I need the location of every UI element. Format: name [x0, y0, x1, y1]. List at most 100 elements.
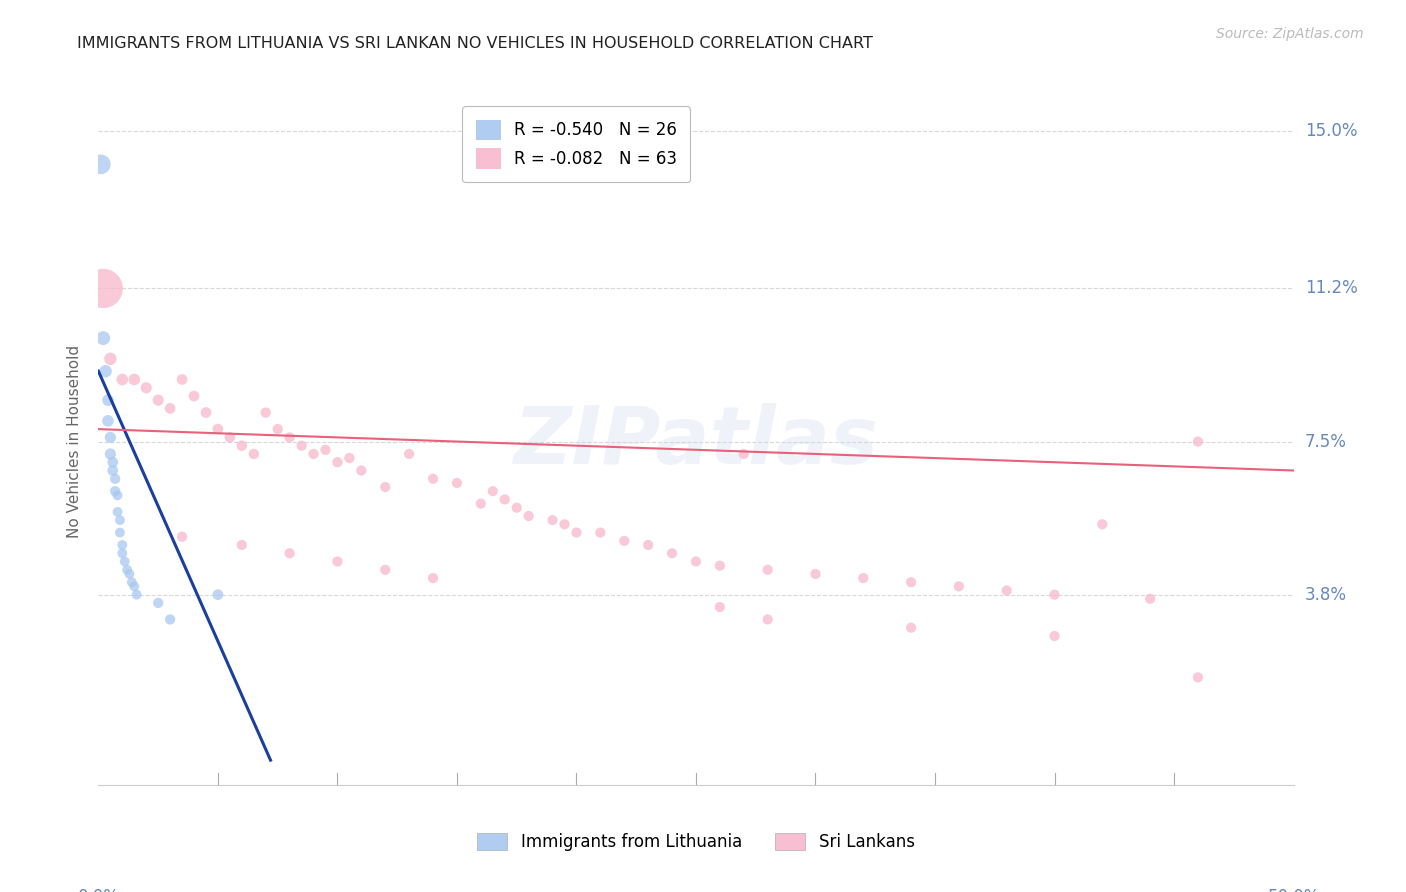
Point — [207, 588, 229, 602]
Text: 50.0%: 50.0% — [1267, 888, 1320, 892]
Point — [995, 583, 1018, 598]
Point — [108, 525, 131, 540]
Point — [254, 406, 277, 420]
Point — [98, 430, 122, 444]
Point — [107, 488, 129, 502]
Point — [1091, 517, 1114, 532]
Point — [101, 455, 124, 469]
Point — [494, 492, 516, 507]
Point — [231, 538, 253, 552]
Point — [172, 372, 194, 386]
Point — [98, 447, 122, 461]
Point — [804, 566, 827, 581]
Point — [114, 555, 136, 569]
Point — [339, 451, 361, 466]
Point — [124, 579, 146, 593]
Text: ZIPatlas: ZIPatlas — [513, 402, 879, 481]
Point — [111, 538, 134, 552]
Point — [195, 406, 218, 420]
Point — [97, 393, 120, 408]
Point — [326, 555, 349, 569]
Point — [948, 579, 970, 593]
Point — [709, 600, 731, 615]
Point — [107, 505, 129, 519]
Point — [852, 571, 875, 585]
Point — [315, 442, 337, 457]
Point — [124, 372, 146, 386]
Legend: Immigrants from Lithuania, Sri Lankans: Immigrants from Lithuania, Sri Lankans — [470, 824, 922, 859]
Point — [481, 484, 505, 499]
Point — [243, 447, 266, 461]
Point — [541, 513, 564, 527]
Point — [422, 571, 444, 585]
Point — [125, 588, 148, 602]
Point — [900, 575, 922, 590]
Point — [709, 558, 731, 573]
Point — [207, 422, 229, 436]
Point — [278, 546, 301, 560]
Point — [148, 596, 170, 610]
Point — [374, 563, 396, 577]
Point — [97, 414, 120, 428]
Point — [91, 281, 114, 295]
Text: 0.0%: 0.0% — [77, 888, 120, 892]
Point — [94, 364, 117, 378]
Point — [589, 525, 612, 540]
Point — [111, 546, 134, 560]
Point — [231, 439, 253, 453]
Point — [506, 500, 529, 515]
Point — [104, 484, 127, 499]
Point — [637, 538, 659, 552]
Point — [446, 475, 468, 490]
Point — [1043, 588, 1066, 602]
Text: Source: ZipAtlas.com: Source: ZipAtlas.com — [1216, 27, 1364, 41]
Point — [470, 497, 492, 511]
Point — [661, 546, 683, 560]
Point — [1187, 434, 1209, 449]
Point — [219, 430, 242, 444]
Point — [733, 447, 755, 461]
Point — [278, 430, 301, 444]
Point — [554, 517, 576, 532]
Point — [101, 463, 124, 477]
Point — [159, 401, 181, 416]
Point — [159, 612, 181, 626]
Point — [111, 372, 134, 386]
Point — [1139, 591, 1161, 606]
Point — [108, 513, 131, 527]
Y-axis label: No Vehicles in Household: No Vehicles in Household — [67, 345, 83, 538]
Point — [267, 422, 290, 436]
Point — [326, 455, 349, 469]
Point — [422, 472, 444, 486]
Point — [104, 472, 127, 486]
Point — [90, 157, 112, 171]
Point — [98, 351, 122, 366]
Point — [1187, 670, 1209, 684]
Point — [148, 393, 170, 408]
Point — [517, 508, 540, 523]
Point — [565, 525, 588, 540]
Point — [398, 447, 420, 461]
Text: 11.2%: 11.2% — [1305, 279, 1357, 297]
Point — [900, 621, 922, 635]
Point — [613, 533, 636, 548]
Point — [291, 439, 314, 453]
Point — [135, 381, 157, 395]
Point — [115, 563, 138, 577]
Text: IMMIGRANTS FROM LITHUANIA VS SRI LANKAN NO VEHICLES IN HOUSEHOLD CORRELATION CHA: IMMIGRANTS FROM LITHUANIA VS SRI LANKAN … — [77, 36, 873, 51]
Point — [685, 555, 707, 569]
Point — [302, 447, 325, 461]
Point — [350, 463, 373, 477]
Point — [756, 612, 779, 626]
Point — [121, 575, 143, 590]
Point — [91, 331, 114, 345]
Text: 15.0%: 15.0% — [1305, 122, 1357, 140]
Text: 3.8%: 3.8% — [1305, 586, 1347, 604]
Point — [183, 389, 205, 403]
Point — [172, 530, 194, 544]
Text: 7.5%: 7.5% — [1305, 433, 1347, 450]
Point — [756, 563, 779, 577]
Point — [1043, 629, 1066, 643]
Point — [118, 566, 141, 581]
Point — [374, 480, 396, 494]
